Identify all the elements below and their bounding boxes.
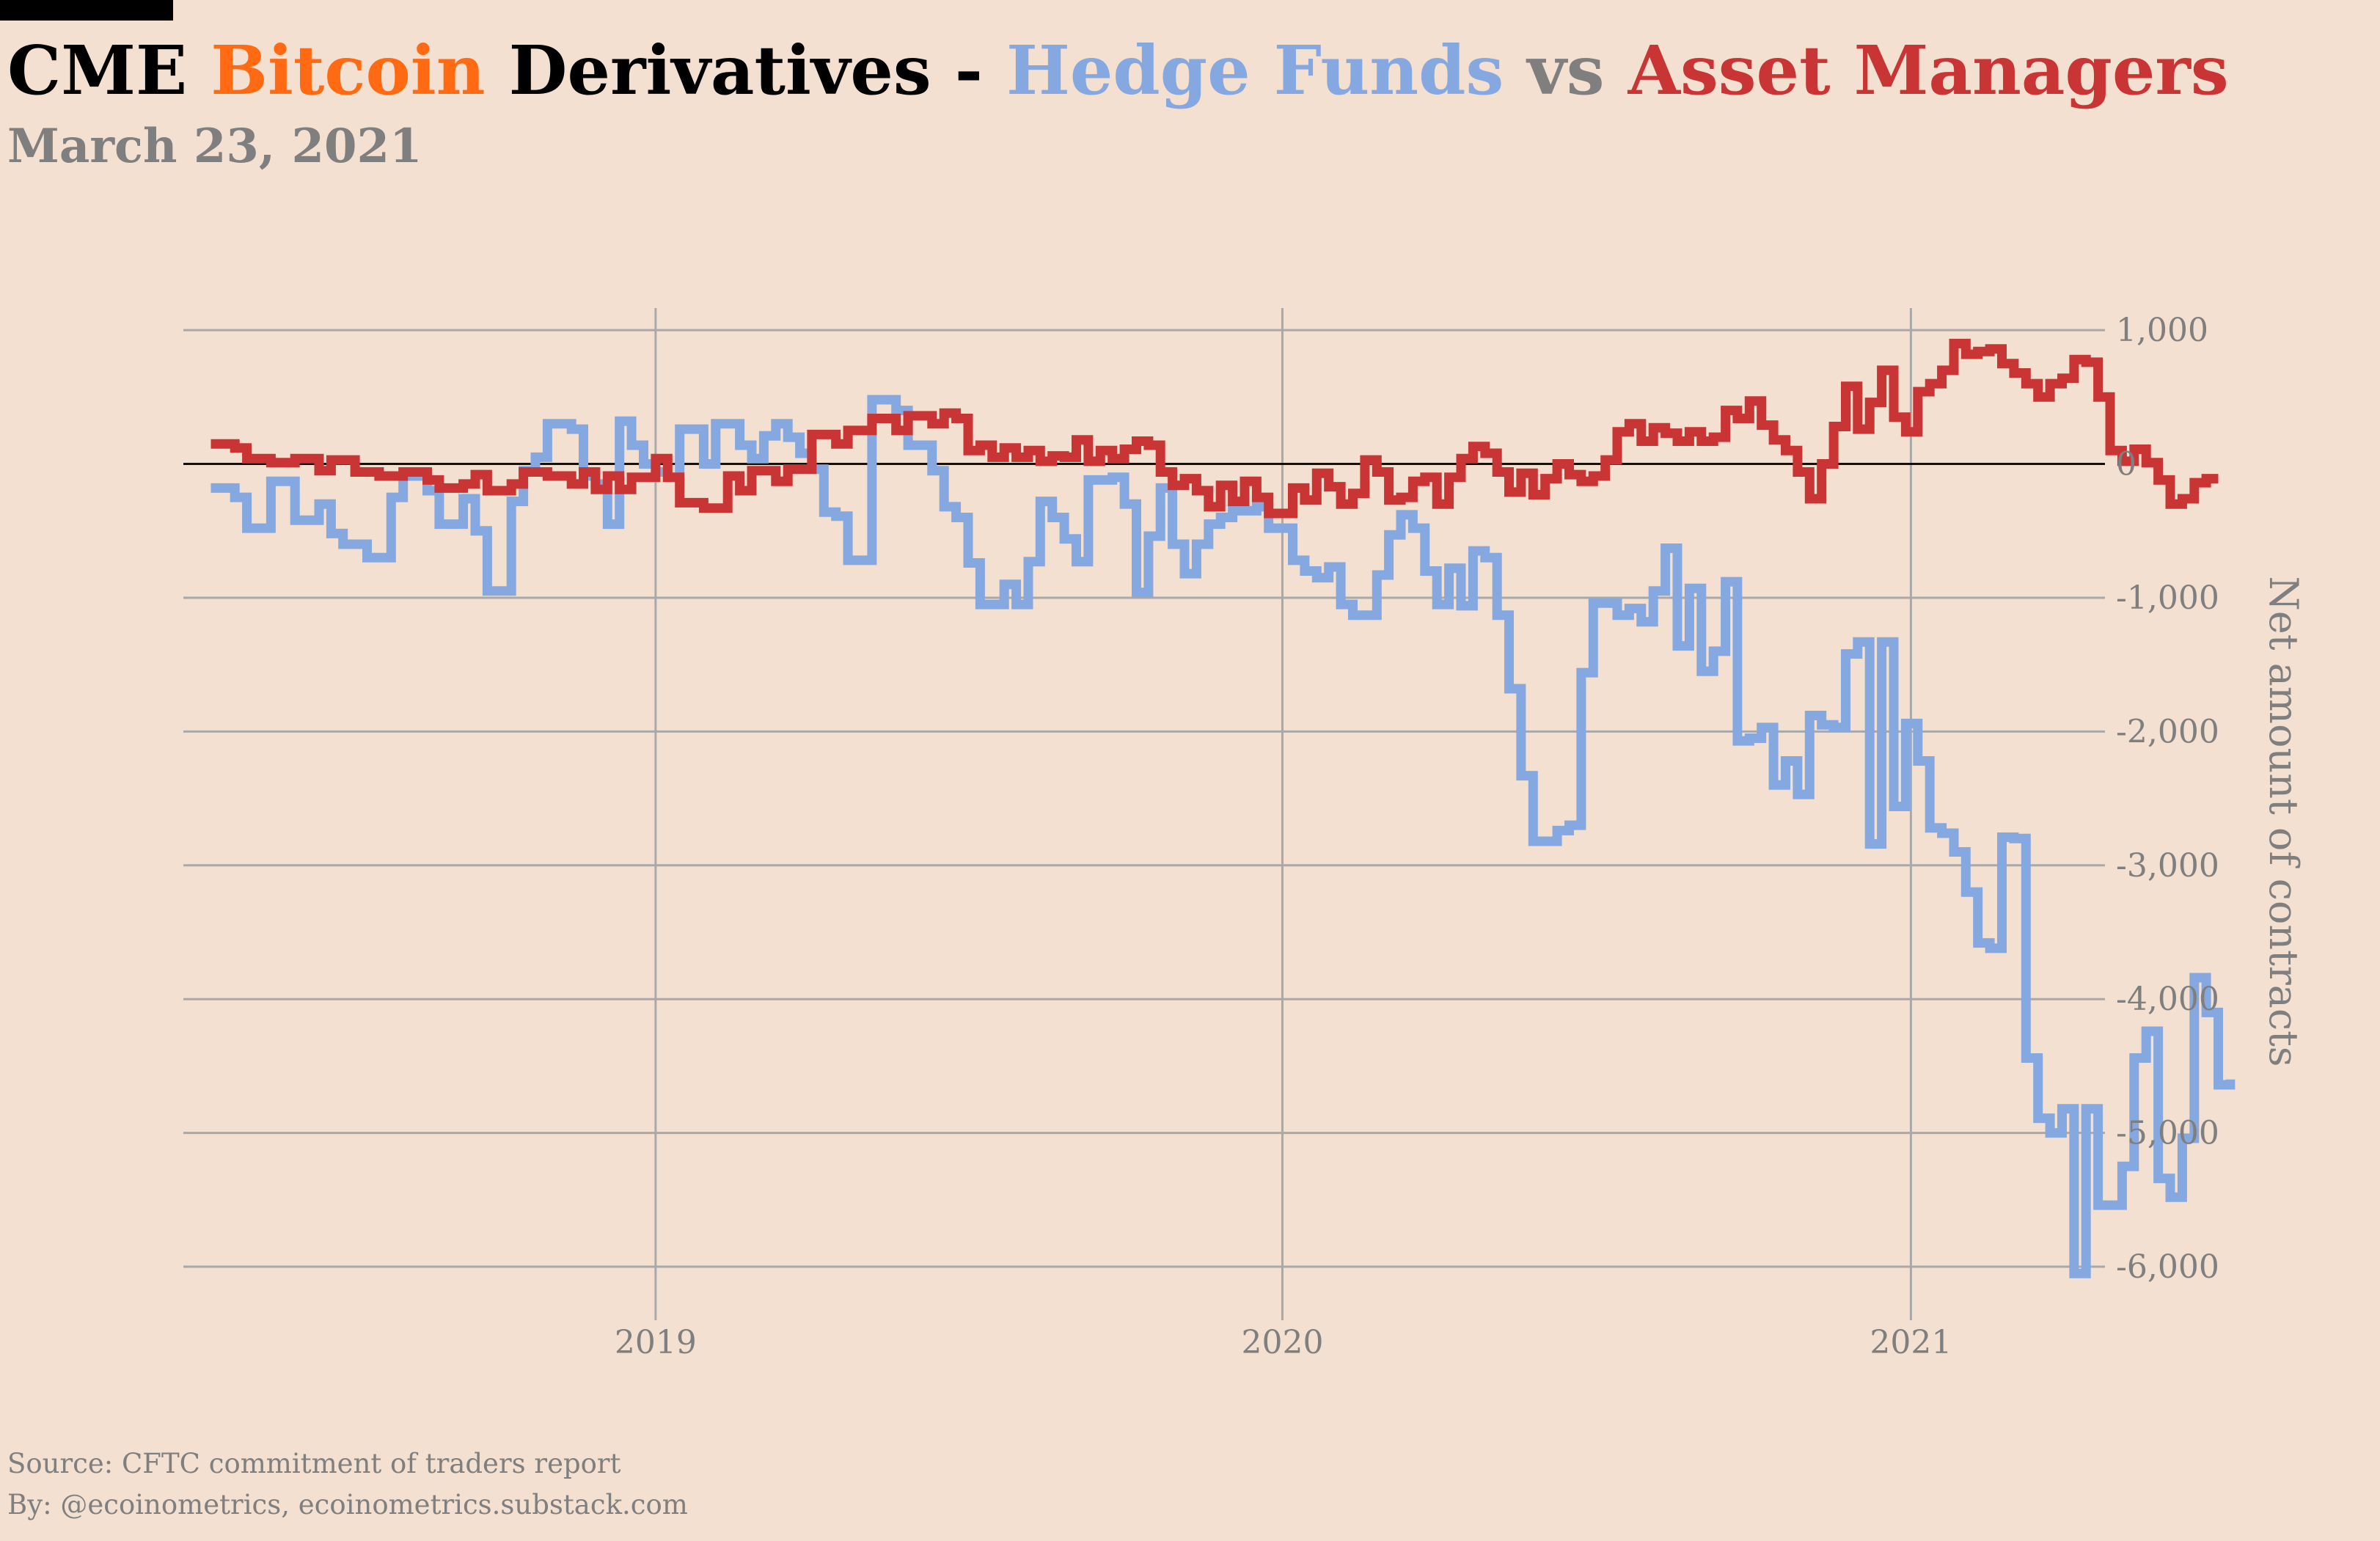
title-derivatives: Derivatives - — [485, 31, 1006, 110]
chart-title: CME Bitcoin Derivatives - Hedge Funds vs… — [7, 28, 2229, 113]
title-vs: vs — [1504, 31, 1628, 110]
y-tick-label: -6,000 — [2116, 1248, 2219, 1286]
y-tick-label: -1,000 — [2116, 579, 2219, 617]
y-tick-labels: 1,000 0 -1,000 -2,000 -3,000 -4,000 -5,000 -6,0… — [2116, 312, 2219, 1286]
title-asset-managers: Asset Managers — [1627, 31, 2229, 110]
source-line: Source: CFTC commitment of traders repor… — [7, 1448, 621, 1479]
series-line-hedge-funds — [210, 395, 2236, 1278]
y-tick-label: -3,000 — [2116, 847, 2219, 885]
y-tick-label: -4,000 — [2116, 981, 2219, 1018]
y-tick-label: 1,000 — [2116, 312, 2208, 349]
series-line-asset-managers — [210, 338, 2219, 519]
byline: By: @ecoinometrics, ecoinometrics.substa… — [7, 1489, 688, 1520]
y-axis-label: Net amount of contracts — [2260, 576, 2307, 1067]
title-bitcoin: Bitcoin — [210, 31, 486, 110]
source-note: Source: CFTC commitment of traders repor… — [7, 1443, 688, 1526]
y-tick-label: -2,000 — [2116, 713, 2219, 750]
y-tick-label: -5,000 — [2116, 1115, 2219, 1152]
title-hedge-funds: Hedge Funds — [1006, 31, 1504, 110]
grid-lines — [183, 308, 2105, 1320]
title-cme: CME — [7, 31, 211, 110]
x-tick-label: 2021 — [1870, 1324, 1952, 1361]
x-tick-label: 2020 — [1241, 1324, 1323, 1361]
series-lines — [210, 338, 2236, 1278]
chart-subtitle: March 23, 2021 — [7, 119, 422, 174]
top-accent-bar — [0, 0, 173, 21]
y-tick-label: 0 — [2116, 446, 2136, 483]
x-tick-label: 2019 — [615, 1324, 697, 1361]
x-tick-labels: 2019 2020 2021 — [615, 1324, 1952, 1361]
